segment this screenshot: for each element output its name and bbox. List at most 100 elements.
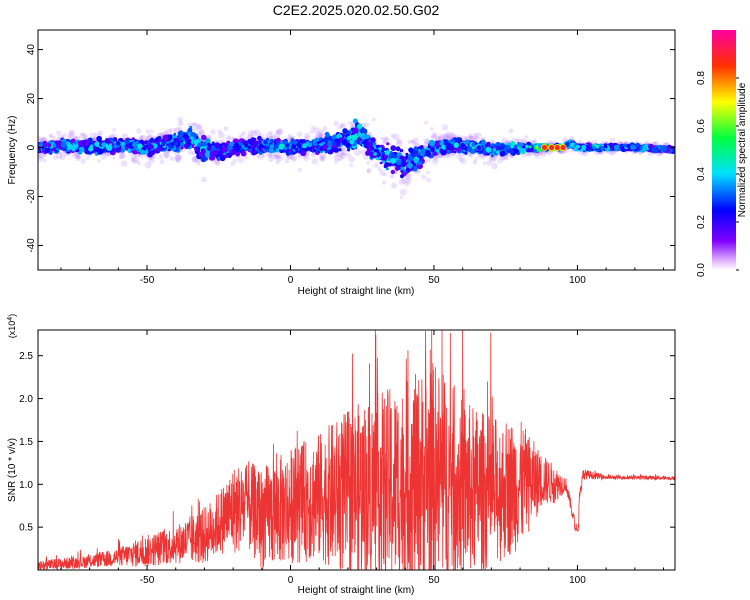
spectrogram-halo-point [53,155,58,161]
spectrogram-halo-point [380,136,384,140]
spectrogram-point [383,154,388,159]
spectrogram-halo-point [379,169,386,176]
spectrogram-halo-point [504,155,509,160]
spectrogram-peak-2 [553,144,561,152]
spectrogram-halo-point [273,154,278,159]
spectrogram-point [73,141,77,145]
spectrogram-point [386,162,390,166]
spectrogram-halo-point [461,135,468,142]
spectrogram-halo-point [410,139,414,144]
colorbar-tick-label-1: 0.2 [696,215,707,229]
spectrogram-frame [37,29,676,271]
spectrogram-point [660,145,668,152]
spectrogram-point [400,161,407,167]
spectrogram-halo-point [81,132,85,137]
spectrogram-halo-point [413,143,417,147]
spectrogram-halo-point [393,134,400,141]
spectrogram-halo-point [404,173,412,181]
spectrogram-halo-point [396,140,403,147]
spectrogram-halo-point [69,130,76,137]
spectrogram-point [510,144,515,149]
spectrogram-halo-point [524,135,529,139]
spectrogram-halo-point [38,153,45,160]
spectrogram-halo-point [469,135,474,140]
spectrogram-halo-point [172,128,177,133]
spectrogram-halo-point [339,123,344,128]
spectrogram-point [283,140,289,145]
spectrogram-halo-point [407,139,412,145]
spectrogram-point [465,139,470,145]
spectrogram-point [210,156,215,161]
spectrogram-point [278,143,285,150]
x-tick-label-1: 0 [288,275,294,286]
spectrogram-halo-point [94,132,98,136]
spectrogram-point [115,147,122,153]
colorbar-tick-label-2: 0.4 [696,167,707,181]
spectrogram-halo-point [148,133,152,137]
spectrogram-point [116,141,121,146]
spectrogram-point [403,169,407,173]
y-tick-label-1: -20 [26,189,37,204]
spectrogram-halo-point [277,128,284,135]
spectrogram-halo-point [515,139,520,143]
spectrogram-halo-point [130,157,135,162]
spectrogram-point [349,139,355,145]
spectrogram-point [161,141,166,146]
spectrogram-point [382,160,385,164]
spectrogram-point [405,167,410,172]
spectrogram-point [641,145,648,151]
spectrogram-point [372,144,376,148]
spectrogram-point [263,140,268,145]
spectrogram-halo-point [333,155,339,161]
spectrogram-halo-point [287,133,291,137]
spectrogram-point [435,145,440,150]
spectrogram-halo-point [130,152,137,159]
spectrogram-point [453,150,457,154]
spectrogram-point [432,151,438,157]
spectrogram-halo-point [68,129,74,135]
spectrogram-panel: -50 0 50 100 -40 -20 0 20 40 Height of straight… [7,29,676,297]
spectrogram-point [471,142,476,147]
spectrogram-halo-point [449,132,455,138]
spectrogram-halo-point [196,124,203,131]
spectrogram-point [47,143,52,148]
spectrogram-halo-point [232,158,237,163]
spectrogram-halo-point [473,136,480,143]
spectrogram-halo-point [382,140,387,144]
spectrogram-point [71,138,76,144]
spectrogram-point [222,147,228,153]
spectrogram-halo-point [320,157,325,161]
spectrogram-halo-point [405,177,412,184]
spectrogram-halo-point [472,133,479,139]
spectrogram-point [531,146,535,150]
spectrogram-halo-point [274,132,281,139]
spectrogram-point [533,149,537,153]
spectrogram-halo-point [313,127,320,134]
spectrogram-halo-point [491,162,498,170]
snr-multiplier: (x104) [7,314,18,338]
x-tick-label-3: 100 [569,275,586,286]
spectrogram-halo-point [349,163,353,167]
spectrogram-point [446,144,451,149]
spectrogram-point [206,146,212,151]
spectrogram-halo-point [132,156,139,163]
spectrogram-point [44,143,48,147]
spectrogram-halo-point [340,148,348,156]
spectrogram-point [338,148,342,152]
spectrogram-point [312,148,317,153]
spectrogram-halo-point [304,135,310,141]
spectrogram-halo-point [340,144,347,152]
spectrogram-halo-point [291,154,298,162]
spectrogram-point [193,146,198,151]
spectrogram-point [464,152,468,156]
spectrogram-point [405,152,409,156]
spectrogram-halo-point [506,140,510,144]
spectrogram-halo-point [121,153,127,158]
spectrogram-y-axis: -40 -20 0 20 40 [26,44,675,253]
spectrogram-point [672,147,675,153]
spectrogram-halo-point [38,137,44,143]
spectrogram-halo-point [201,177,207,183]
spectrogram-point [537,148,542,152]
spectrogram-halo-point [426,170,430,175]
spectrogram-points [38,116,675,199]
